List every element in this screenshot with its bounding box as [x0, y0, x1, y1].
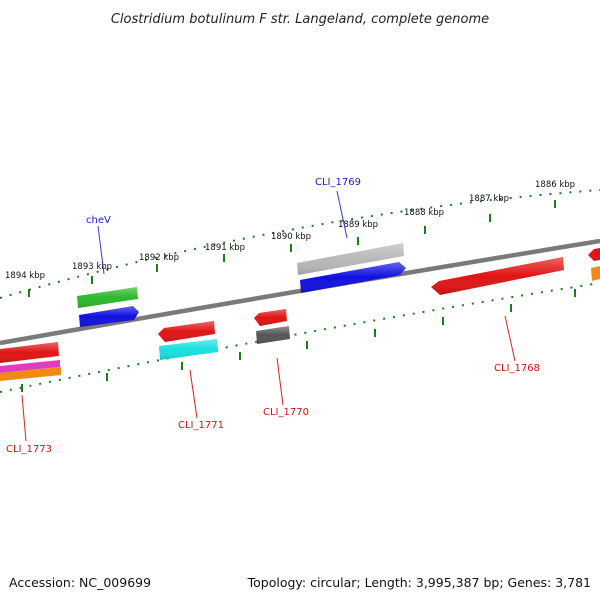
leader-line-cli-1773 [21, 394, 27, 442]
gene-feature-edge-orange[interactable] [591, 266, 600, 281]
gene-feature-magenta[interactable] [0, 360, 60, 373]
scale-label: 1889 kbp [338, 220, 378, 230]
gene-feature-blue-2[interactable] [300, 262, 406, 293]
gene-label-cli-1768[interactable]: CLI_1768 [494, 363, 540, 374]
scale-label: 1890 kbp [271, 232, 311, 242]
gene-feature-cli-1769[interactable] [297, 243, 404, 275]
gene-feature-cli-1768[interactable] [431, 257, 564, 295]
gene-feature-cli-1771[interactable] [158, 321, 215, 342]
scale-label: 1891 kbp [205, 243, 245, 253]
scale-label: 1886 kbp [535, 180, 575, 190]
gene-label-cli-1773[interactable]: CLI_1773 [6, 444, 52, 455]
gene-label-cli-1770[interactable]: CLI_1770 [263, 407, 309, 418]
gene-feature-cli-1773[interactable] [0, 342, 59, 363]
gene-feature-chev[interactable] [77, 287, 138, 308]
genome-stats-text: Topology: circular; Length: 3,995,387 bp… [247, 575, 591, 590]
accession-text: Accession: NC_009699 [9, 575, 152, 590]
label-leaders [21, 190, 516, 442]
gene-feature-cyan[interactable] [159, 339, 218, 360]
genome-backbone [0, 238, 600, 346]
gene-label-chev[interactable]: cheV [86, 215, 111, 226]
scale-label: 1888 kbp [404, 208, 444, 218]
gene-feature-blue-1[interactable] [79, 306, 139, 327]
gene-labels: cheV CLI_1769 CLI_1768 CLI_1771 CLI_1770… [6, 177, 540, 455]
scale-labels: 1894 kbp 1893 kbp 1892 kbp 1891 kbp 1890… [5, 180, 575, 281]
leader-line-chev [97, 225, 105, 275]
leader-line-cli-1768 [504, 315, 516, 362]
leader-line-cli-1770 [276, 357, 284, 406]
gene-label-cli-1769[interactable]: CLI_1769 [315, 177, 361, 188]
outer-scale-ring [0, 189, 600, 299]
scale-major-ticks [21, 200, 576, 392]
gene-label-cli-1771[interactable]: CLI_1771 [178, 420, 224, 431]
gene-feature-gray[interactable] [256, 326, 290, 344]
gene-feature-orange[interactable] [0, 367, 61, 381]
scale-label: 1887 kbp [469, 194, 509, 204]
scale-label: 1894 kbp [5, 271, 45, 281]
map-title: Clostridium botulinum F str. Langeland, … [111, 12, 489, 27]
scale-label: 1892 kbp [139, 253, 179, 263]
leader-line-cli-1769 [336, 190, 348, 239]
leader-line-cli-1771 [189, 369, 198, 419]
gene-feature-edge-red[interactable] [588, 248, 600, 261]
scale-label: 1893 kbp [72, 262, 112, 272]
gene-feature-cli-1770[interactable] [254, 309, 287, 326]
gene-features [0, 243, 600, 381]
